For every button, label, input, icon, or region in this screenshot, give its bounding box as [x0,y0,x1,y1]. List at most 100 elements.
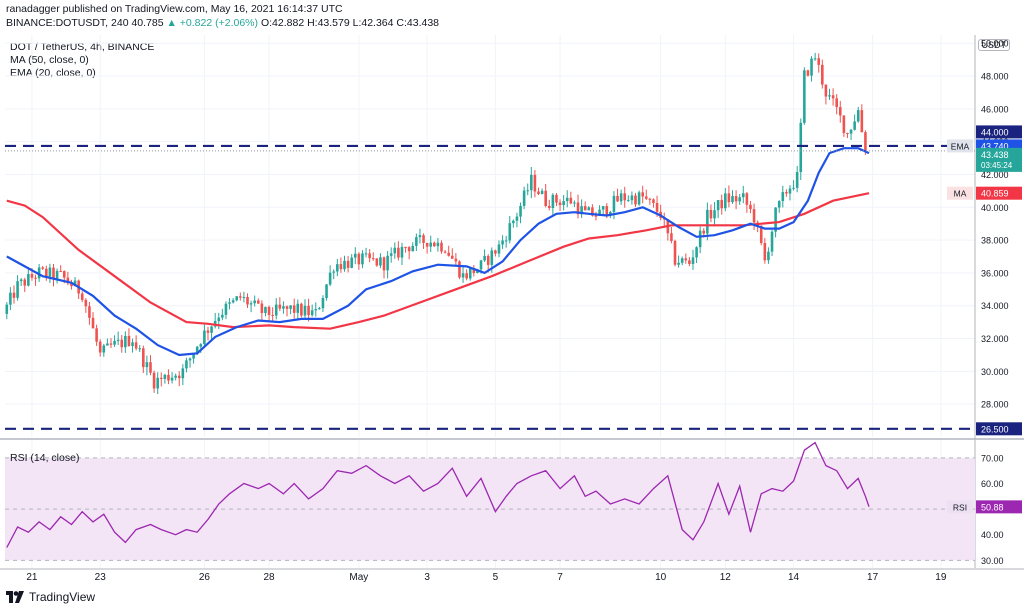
candle-body [30,273,34,278]
candle-body [716,200,720,211]
candle-body [644,196,648,199]
candle-body [152,372,156,389]
candle-body [609,211,612,216]
candle-body [576,202,580,215]
currency-label[interactable]: USDT [977,39,1010,51]
candle-body [447,252,450,256]
candle-body [688,260,691,264]
candle-body [163,374,167,379]
ma-price-tag-box [976,186,1022,200]
candle-body [332,271,336,273]
candle-body [224,303,228,315]
candle-body [458,261,461,278]
candle-body [673,240,677,265]
candle-body [404,246,407,248]
candle-body [415,237,418,246]
candle-body [138,348,142,350]
candle-body [62,271,66,278]
candle-body [494,250,497,254]
candle-body [468,268,472,279]
candle-body [149,362,152,373]
candle-body [824,84,828,97]
candle-body [393,247,397,254]
candle-body [328,272,332,285]
ema-name-tag-box [947,139,973,153]
candle-body [641,192,644,197]
candle-body [767,251,770,261]
candle-body [745,193,749,205]
candle-body [397,247,400,258]
price-tick-label: 32.000 [981,334,1009,344]
level-44-tag-box [976,125,1022,139]
candle-body [691,257,695,264]
rsi-value-tag-box [976,500,1022,514]
candle-body [34,277,37,279]
candle-body [580,206,583,215]
ma-legend[interactable]: MA (50, close, 0) [10,54,89,66]
candle-body [156,377,159,389]
publisher-line: ranadagger published on TradingView.com,… [6,3,343,15]
candle-body [228,302,231,304]
candle-body [806,70,810,76]
time-tick-label: 7 [557,572,563,583]
candle-body [264,306,267,314]
candle-body [185,360,188,369]
candle-body [375,258,379,266]
time-tick-label: 26 [199,572,211,583]
candle-body [98,341,102,353]
candle-body [113,340,116,345]
candle-body [785,192,788,194]
rsi-tick-label: 30.00 [981,556,1004,566]
candle-body [835,98,838,108]
symbol-legend[interactable]: DOT / TetherUS, 4h, BINANCE [10,41,155,53]
rsi-name-tag: RSI [953,502,967,512]
candle-body [702,230,706,234]
candle-body [203,330,206,345]
candle-body [379,257,382,266]
candle-body [181,368,185,379]
level-265-tag-label: 26.500 [981,424,1009,434]
candle-body [66,277,70,284]
candle-body [562,201,565,206]
candle-body [450,255,454,259]
candle-body [605,206,609,216]
rsi-legend[interactable]: RSI (14, close) [10,452,80,464]
time-tick-label: 23 [95,572,107,583]
candle-body [680,258,684,263]
candle-body [231,300,235,303]
candle-body [274,304,278,316]
candle-body [558,202,562,206]
candle-body [695,247,698,258]
candle-body [752,209,756,223]
ema-name-tag: EMA [951,141,970,151]
footer-brand: TradingView [29,590,96,604]
time-tick-label: 10 [655,572,667,583]
candle-body [199,344,203,347]
candle-body [23,279,27,286]
candle-body [486,255,490,265]
candle-body [267,306,271,316]
candle-body [131,342,134,347]
ma-line[interactable] [6,192,870,330]
level-265-tag-box [976,422,1022,436]
candle-body [102,345,106,353]
candle-body [709,209,713,219]
candle-body [821,64,824,85]
time-tick-label: May [349,572,368,583]
candle-body [490,250,494,265]
ma-name-tag-box [947,186,973,200]
ema-line[interactable] [6,147,870,357]
candle-body [443,251,447,253]
candle-body [619,193,623,202]
time-tick-label: 5 [493,572,499,583]
candle-body [591,207,594,216]
tradingview-footer[interactable]: TradingView [6,590,95,604]
candle-body [853,121,856,130]
horizontal-levels [5,144,975,430]
price-tick-label: 36.000 [981,268,1009,278]
ohlc-change: ▲ +0.822 (+2.06%) [166,17,259,29]
candle-body [127,335,131,347]
price-tick-label: 48.000 [981,72,1009,82]
candle-body [12,292,16,298]
